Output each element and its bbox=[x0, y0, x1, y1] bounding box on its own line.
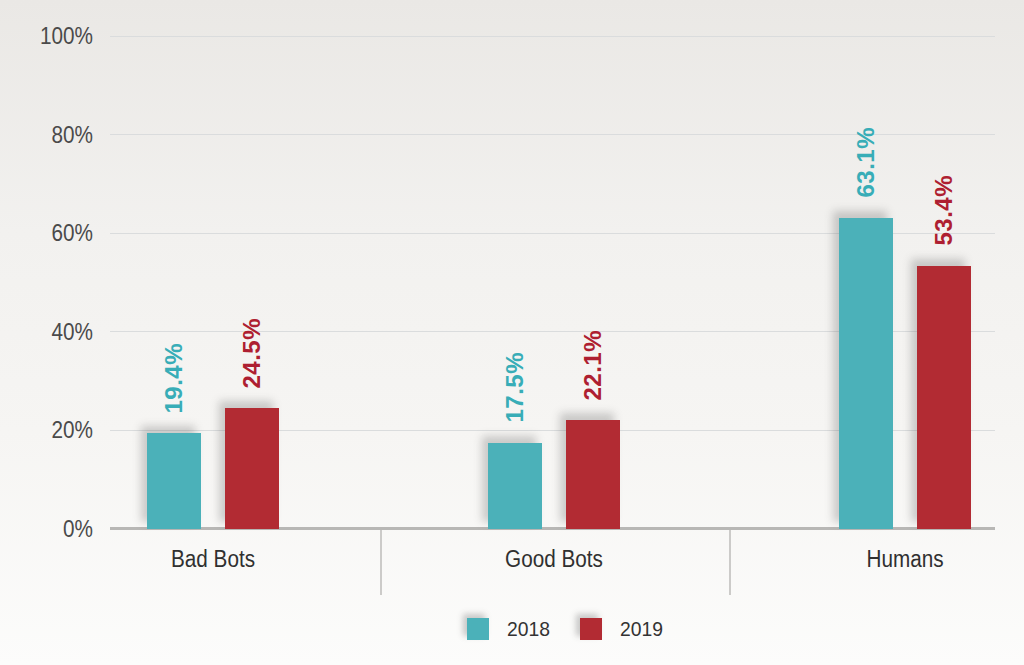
chart-page: 0% 20% 40% 60% 80% 100% 19.4% 24.5% Bad Bots 17.5… bbox=[0, 0, 1024, 665]
y-axis-tick-label-80: 80% bbox=[9, 122, 93, 148]
bar-2018-bad-bots bbox=[147, 433, 201, 529]
y-axis-tick-label-0: 0% bbox=[9, 516, 93, 542]
legend-label-2019: 2019 bbox=[620, 617, 663, 641]
y-axis-tick-label-20: 20% bbox=[9, 417, 93, 443]
legend: 2018 2019 bbox=[467, 617, 666, 641]
category-separator-1 bbox=[380, 530, 382, 595]
legend-swatch-2018 bbox=[467, 618, 489, 640]
y-axis-tick-label-60: 60% bbox=[9, 220, 93, 246]
bar-2019-good-bots bbox=[566, 420, 620, 529]
y-axis-tick-label-40: 40% bbox=[9, 319, 93, 345]
bar-2019-bad-bots bbox=[225, 408, 279, 529]
bar-value-label-2019-good-bots: 22.1% bbox=[581, 330, 605, 401]
legend-label-2018: 2018 bbox=[507, 617, 550, 641]
bar-value-label-2018-good-bots: 17.5% bbox=[503, 352, 527, 423]
y-axis-tick-label-100: 100% bbox=[9, 23, 93, 49]
bar-value-label-2018-humans: 63.1% bbox=[854, 127, 878, 198]
legend-item-2019: 2019 bbox=[580, 617, 667, 641]
legend-swatch-2019 bbox=[580, 618, 602, 640]
bar-2019-humans bbox=[917, 266, 971, 529]
bar-value-label-2019-humans: 53.4% bbox=[932, 175, 956, 246]
bar-2018-humans bbox=[839, 218, 893, 529]
category-label-humans: Humans bbox=[866, 546, 943, 573]
legend-item-2018: 2018 bbox=[467, 617, 554, 641]
gridline-100 bbox=[110, 36, 995, 37]
bar-2018-good-bots bbox=[488, 443, 542, 529]
category-label-bad-bots: Bad Bots bbox=[171, 546, 255, 573]
bar-value-label-2018-bad-bots: 19.4% bbox=[162, 343, 186, 414]
bar-value-label-2019-bad-bots: 24.5% bbox=[240, 318, 264, 389]
category-label-good-bots: Good Bots bbox=[505, 546, 603, 573]
category-separator-2 bbox=[729, 530, 731, 595]
